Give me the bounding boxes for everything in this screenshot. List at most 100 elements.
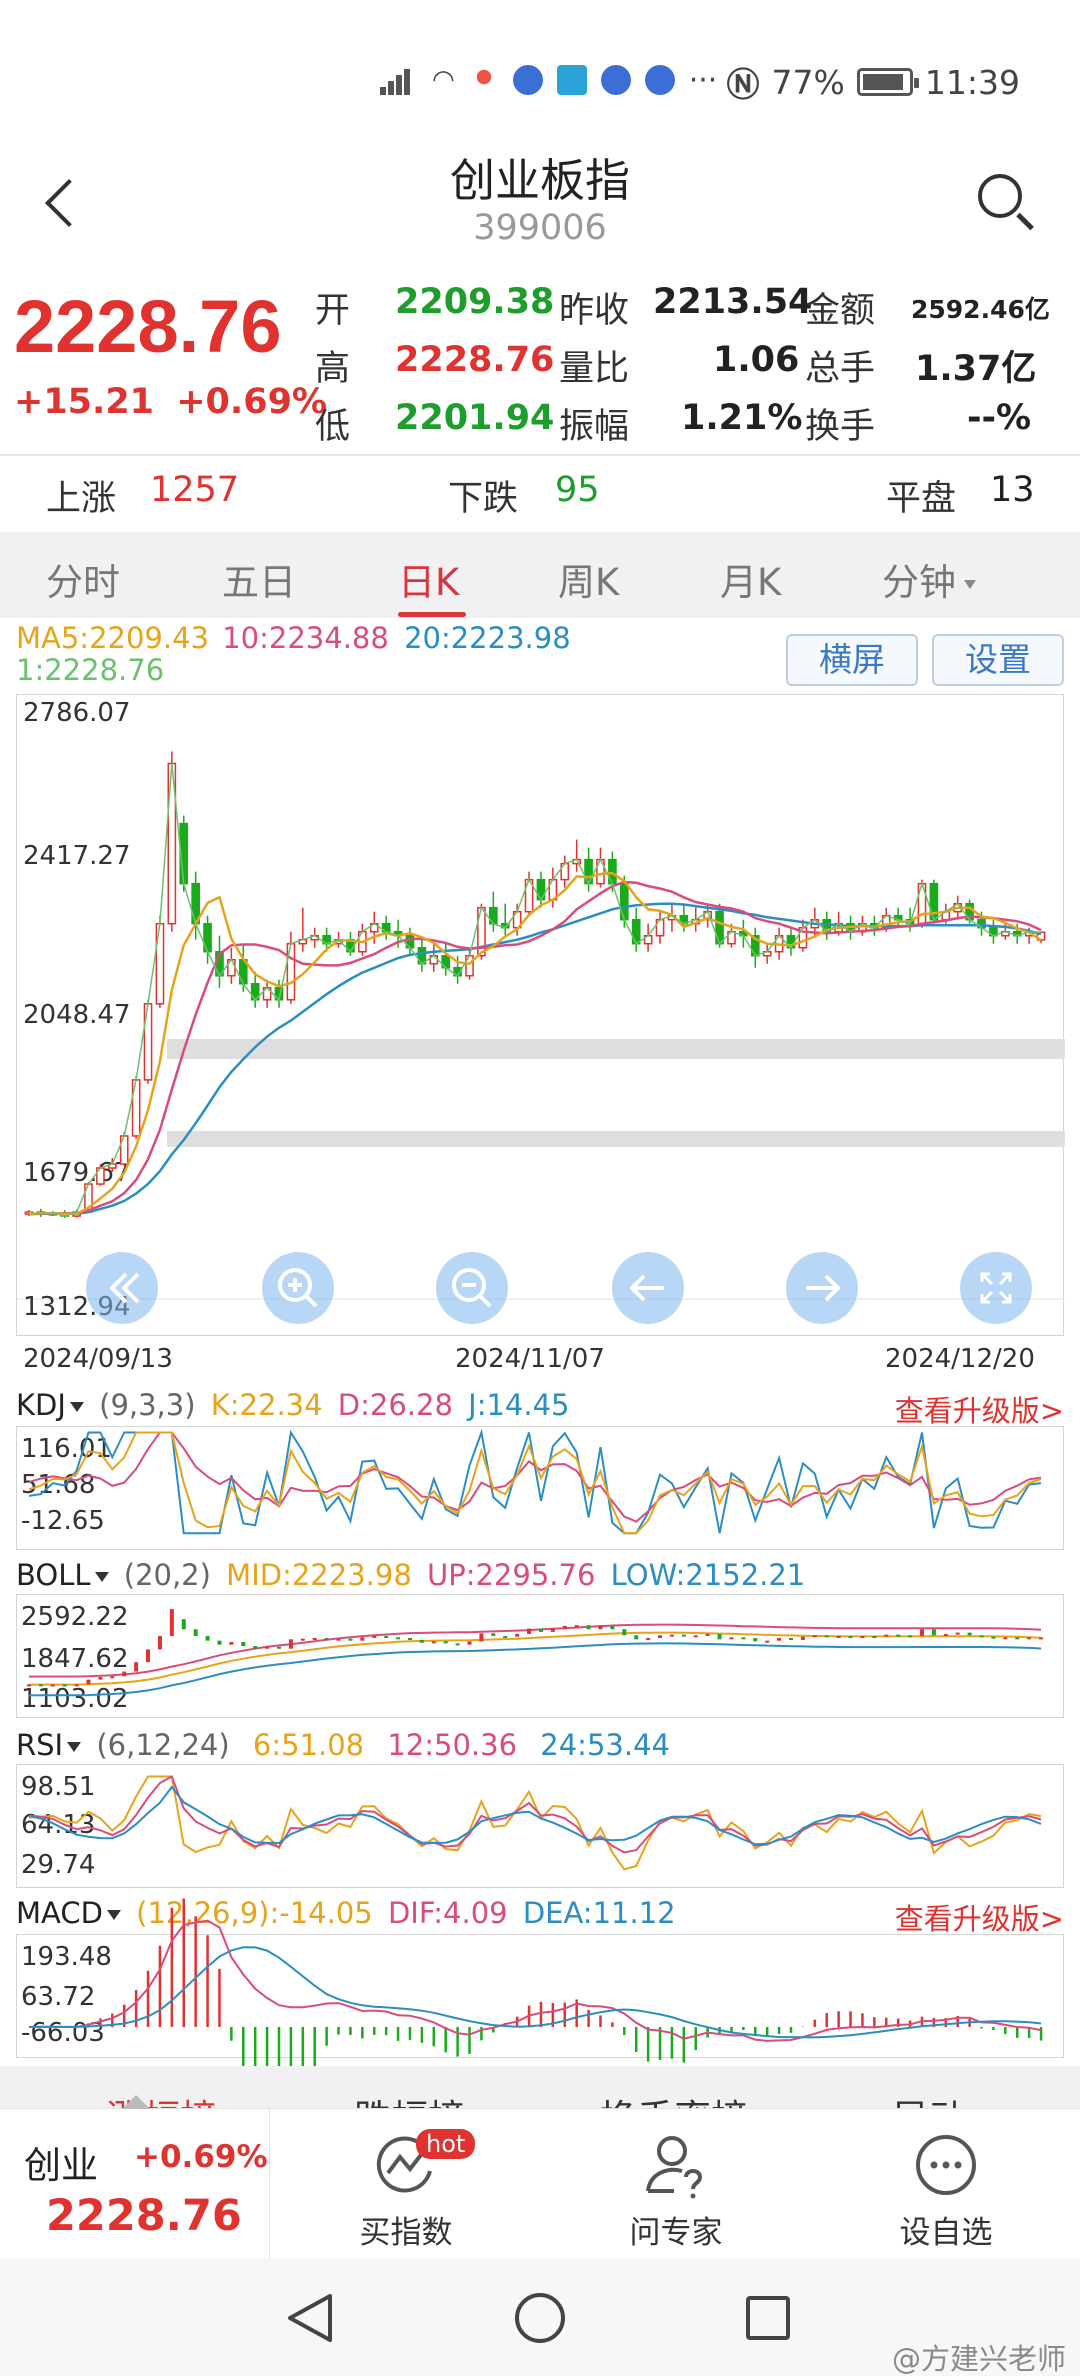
tab-minute[interactable]: 分钟: [882, 552, 976, 606]
mini-quote-name: 创业: [24, 2144, 98, 2187]
scroll-right-button[interactable]: [786, 1252, 858, 1324]
boll-candle: [288, 1639, 293, 1649]
landscape-button[interactable]: 横屏: [786, 634, 918, 686]
ask-expert-button[interactable]: 问专家: [586, 2109, 766, 2259]
last-value: 1:2228.76: [16, 653, 165, 687]
mini-quote[interactable]: 创业 +0.69% 2228.76: [0, 2095, 270, 2259]
rsi-y-tick: 29.74: [21, 1850, 95, 1880]
buy-index-button[interactable]: hot 买指数: [316, 2109, 496, 2259]
boll-y-tick: 1847.62: [21, 1644, 129, 1674]
boll-candle: [122, 1671, 127, 1677]
scroll-left-fast-button[interactable]: [86, 1252, 158, 1324]
boll-candle: [812, 1635, 817, 1638]
boll-candle: [193, 1629, 198, 1636]
boll-selector[interactable]: BOLL: [16, 1558, 109, 1592]
tab-five-day[interactable]: 五日: [222, 561, 296, 604]
boll-candle: [431, 1641, 436, 1644]
high-label: 高: [315, 349, 351, 389]
y-tick-label: 1679.67: [23, 1158, 131, 1188]
amount-value: 2592.46亿: [911, 295, 1050, 324]
macd-dif-line: [28, 1919, 1042, 2042]
status-right: Ⓝ 77% 11:39: [727, 58, 1020, 106]
change-value: +15.21: [14, 382, 155, 422]
add-watchlist-button[interactable]: 设自选: [856, 2109, 1036, 2259]
watermark: @方建兴老师: [891, 2342, 1066, 2376]
tab-monthly-k[interactable]: 月K: [720, 561, 782, 604]
rsi-selector[interactable]: RSI: [16, 1728, 82, 1762]
y-tick-label: 2417.27: [23, 841, 131, 871]
arrow-left-icon: [629, 1274, 664, 1302]
boll-candle: [396, 1637, 401, 1640]
boll-candle: [360, 1637, 365, 1641]
boll-candle: [134, 1662, 139, 1672]
boll-candle: [26, 1684, 31, 1687]
kdj-d: D:26.28: [337, 1388, 453, 1422]
kdj-j-line: [28, 1428, 1042, 1535]
fullscreen-button[interactable]: [960, 1252, 1032, 1324]
kdj-upgrade-link[interactable]: 查看升级版>: [894, 1394, 1064, 1428]
search-icon: [978, 174, 1022, 218]
boll-candle: [824, 1635, 829, 1638]
zoom-out-button[interactable]: [436, 1252, 508, 1324]
boll-up: UP:2295.76: [427, 1558, 596, 1592]
boll-candle: [610, 1625, 615, 1630]
boll-candle: [753, 1637, 758, 1642]
down-count: 95: [555, 470, 600, 510]
status-bar: ◠ ··· Ⓝ 77% 11:39: [0, 0, 1080, 150]
boll-candle: [336, 1638, 341, 1641]
nav-back-icon[interactable]: [288, 2294, 332, 2342]
tab-turnover[interactable]: 换手率榜: [600, 2088, 748, 2110]
kdj-header: KDJ (9,3,3) K:22.34 D:26.28 J:14.45: [16, 1388, 570, 1422]
tab-intraday[interactable]: 分时: [46, 561, 120, 604]
tab-weekly-k[interactable]: 周K: [558, 561, 620, 604]
boll-candle: [86, 1679, 91, 1685]
search-button[interactable]: [972, 168, 1040, 236]
boll-candle: [50, 1684, 55, 1687]
boll-candle: [634, 1635, 639, 1640]
boll-candle: [38, 1684, 43, 1687]
kline-chart[interactable]: 2786.07 2417.27 2048.47 1679.67 1312.94 2024/…: [16, 694, 1065, 1374]
zoom-in-button[interactable]: [262, 1252, 334, 1324]
nav-recents-icon[interactable]: [746, 2296, 790, 2340]
boll-candle: [419, 1639, 424, 1643]
boll-candle: [1003, 1637, 1008, 1640]
double-chevron-left-icon: [109, 1272, 140, 1304]
macd-upgrade-link[interactable]: 查看升级版>: [894, 1902, 1064, 1936]
boll-candle: [253, 1646, 258, 1649]
amplitude-value: 1.21%: [681, 398, 803, 438]
settings-button[interactable]: 设置: [932, 634, 1064, 686]
boll-candle: [550, 1628, 555, 1632]
boll-candle: [98, 1676, 103, 1680]
prev-close-value: 2213.54: [653, 282, 813, 322]
macd-dea: DEA:11.12: [522, 1896, 676, 1930]
tab-losers[interactable]: 跌幅榜: [354, 2088, 465, 2110]
boll-name: BOLL: [16, 1558, 91, 1592]
paw-icon: [512, 65, 543, 95]
boll-candle: [931, 1629, 936, 1636]
boll-candle: [265, 1646, 270, 1649]
boll-svg: 2592.22 1847.62 1103.02: [21, 1602, 1044, 1714]
index-code: 399006: [473, 208, 607, 248]
boll-candle: [979, 1635, 984, 1638]
up-label: 上涨: [46, 479, 117, 519]
boll-candle: [800, 1636, 805, 1640]
boll-candle: [896, 1634, 901, 1637]
buy-index-label: 买指数: [359, 2215, 453, 2251]
kdj-selector[interactable]: KDJ: [16, 1388, 84, 1422]
boll-candle: [146, 1649, 151, 1663]
macd-y-tick: 63.72: [21, 1982, 95, 2012]
x-tick-label: 2024/11/07: [455, 1344, 605, 1374]
tab-unusual[interactable]: 异动: [892, 2088, 966, 2110]
boll-y-tick: 1103.02: [21, 1684, 129, 1714]
kdj-k-line: [28, 1431, 1042, 1535]
boll-candle: [300, 1638, 305, 1641]
scroll-left-button[interactable]: [612, 1252, 684, 1324]
y-tick-label: 2048.47: [23, 1000, 131, 1030]
nav-home-icon[interactable]: [515, 2293, 565, 2343]
boll-candle: [872, 1635, 877, 1638]
boll-candle: [919, 1629, 924, 1636]
ma10-line: [28, 880, 1042, 1216]
tab-daily-k[interactable]: 日K: [398, 561, 460, 604]
macd-selector[interactable]: MACD: [16, 1896, 121, 1930]
